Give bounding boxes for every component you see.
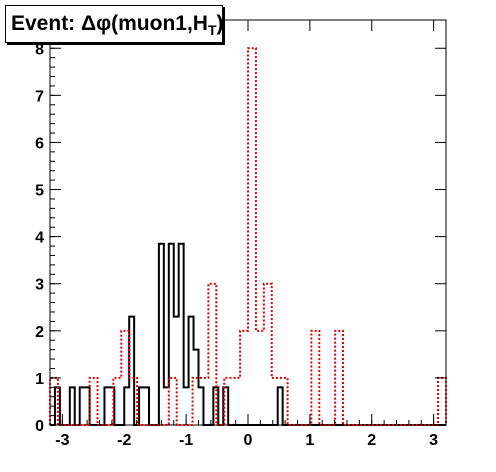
y-tick-label: 8 bbox=[35, 41, 44, 58]
x-tick-label: 3 bbox=[429, 432, 438, 449]
x-tick-label: -3 bbox=[55, 432, 69, 449]
y-tick-label: 5 bbox=[35, 183, 44, 200]
chart-title-subscript: T bbox=[207, 22, 217, 39]
chart-title-main: Event: Δφ(muon1,H bbox=[11, 12, 208, 35]
x-tick-label: -2 bbox=[117, 432, 131, 449]
y-tick-label: 4 bbox=[35, 230, 44, 247]
chart-title-suffix: ) bbox=[216, 12, 224, 35]
y-tick-label: 3 bbox=[35, 277, 44, 294]
axes: -3 -2 -1 0 1 2 3 0 1 2 3 4 5 6 7 8 bbox=[35, 19, 447, 449]
y-tick-label: 2 bbox=[35, 324, 44, 341]
title-box: Event: Δφ(muon1,HT) bbox=[5, 5, 224, 43]
x-tick-label: 0 bbox=[244, 432, 253, 449]
y-tick-label: 1 bbox=[35, 371, 44, 388]
y-tick-label: 7 bbox=[35, 88, 44, 105]
y-tick-label: 0 bbox=[35, 418, 44, 435]
chart-title: Event: Δφ(muon1,HT) bbox=[11, 12, 224, 38]
y-tick-label: 6 bbox=[35, 135, 44, 152]
x-tick-label: -1 bbox=[179, 432, 193, 449]
series-1-histogram bbox=[50, 242, 446, 426]
series-layer bbox=[49, 47, 447, 426]
series-2-histogram bbox=[49, 47, 447, 426]
x-tick-label: 1 bbox=[305, 432, 314, 449]
x-tick-label: 2 bbox=[367, 432, 376, 449]
